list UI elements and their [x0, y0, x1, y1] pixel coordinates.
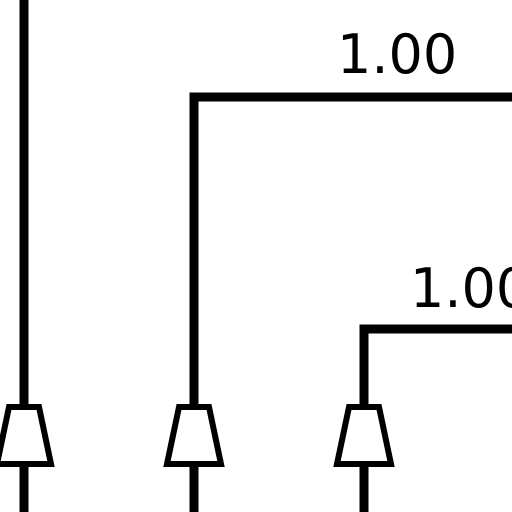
left-leaf-symbol — [0, 404, 55, 467]
right-branch-line — [359, 324, 512, 410]
right-leaf-symbol — [333, 404, 395, 467]
middle-branch-line — [189, 92, 512, 410]
edge-label-lower: 1.00 — [410, 257, 512, 320]
middle-leaf-symbol — [163, 404, 225, 467]
edge-label-top: 1.00 — [337, 23, 458, 86]
